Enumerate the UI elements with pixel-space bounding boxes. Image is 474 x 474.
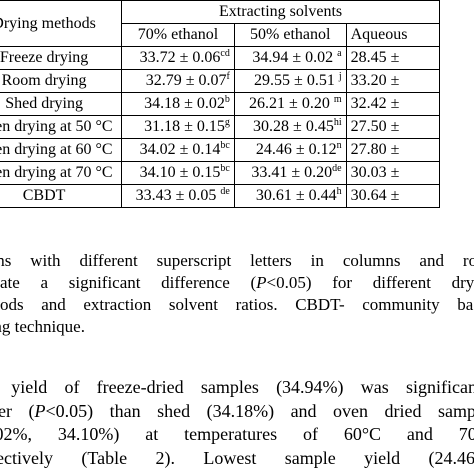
- value-aqueous-cell: 27.50 ±: [345, 115, 441, 139]
- value-70-cell: 33.72 ± 0.06cd: [121, 46, 235, 70]
- table-footnote: Means with different superscript letters…: [0, 250, 474, 338]
- footnote-line: drying technique.: [0, 317, 85, 336]
- value-50-cell: 30.61 ± 0.44h: [233, 184, 347, 208]
- header-50-ethanol: 50% ethanol: [233, 23, 347, 47]
- table-row: CBDT 33.43 ± 0.05 de 30.61 ± 0.44h 30.64…: [0, 184, 441, 208]
- paragraph-line: higher (P<0.05) than shed (34.18%) and o…: [0, 400, 474, 421]
- value-aqueous-cell: 30.03 ±: [345, 161, 441, 185]
- header-70-ethanol: 70% ethanol: [121, 23, 235, 47]
- value-70-cell: 34.10 ± 0.15bc: [121, 161, 235, 185]
- header-drying-methods: Drying methods: [0, 0, 123, 47]
- results-table: Drying methods Extracting solvents 70% e…: [0, 0, 441, 208]
- value-aqueous-cell: 30.64 ±: [345, 184, 441, 208]
- value-aqueous-cell: 27.80 ±: [345, 138, 441, 162]
- table-row: Room drying 32.79 ± 0.07f 29.55 ± 0.51 j…: [0, 69, 441, 93]
- value-aqueous-cell: 28.45 ±: [345, 46, 441, 70]
- table-row: Freeze drying 33.72 ± 0.06cd 34.94 ± 0.0…: [0, 46, 441, 70]
- value-50-cell: 29.55 ± 0.51 j: [233, 69, 347, 93]
- header-aqueous: Aqueous: [345, 23, 441, 47]
- table-row: Oven drying at 70 °C 34.10 ± 0.15bc 33.4…: [0, 161, 441, 185]
- footnote-line: indicate a significant difference (P<0.0…: [0, 273, 474, 292]
- value-50-cell: 30.28 ± 0.45hi: [233, 115, 347, 139]
- table-row: Shed drying 34.18 ± 0.02b 26.21 ± 0.20 m…: [0, 92, 441, 116]
- table-row: Oven drying at 50 °C 31.18 ± 0.15g 30.28…: [0, 115, 441, 139]
- table-row: Oven drying at 60 °C 34.02 ± 0.14bc 24.4…: [0, 138, 441, 162]
- method-cell: Oven drying at 60 °C: [0, 138, 123, 162]
- value-aqueous-cell: 32.42 ±: [345, 92, 441, 116]
- method-cell: Freeze drying: [0, 46, 123, 70]
- footnote-line: methods and extraction solvent ratios. C…: [0, 295, 474, 314]
- method-cell: Oven drying at 70 °C: [0, 161, 123, 185]
- value-70-cell: 34.02 ± 0.14bc: [121, 138, 235, 162]
- table-subheader-row: 70% ethanol 50% ethanol Aqueous: [0, 23, 441, 47]
- body-paragraph: The yield of freeze-dried samples (34.94…: [0, 376, 474, 470]
- table-header-row: Drying methods Extracting solvents: [0, 0, 440, 47]
- footnote-line: Means with different superscript letters…: [0, 251, 474, 270]
- method-cell: Room drying: [0, 69, 123, 93]
- value-70-cell: 32.79 ± 0.07f: [121, 69, 235, 93]
- value-70-cell: 31.18 ± 0.15g: [121, 115, 235, 139]
- value-50-cell: 26.21 ± 0.20 m: [233, 92, 347, 116]
- value-50-cell: 33.41 ± 0.20de: [233, 161, 347, 185]
- value-50-cell: 24.46 ± 0.12n: [233, 138, 347, 162]
- paragraph-line: respectively (Table 2). Lowest sample yi…: [0, 447, 474, 468]
- header-extracting-solvents: Extracting solvents: [121, 0, 440, 24]
- value-50-cell: 34.94 ± 0.02 a: [233, 46, 347, 70]
- value-aqueous-cell: 33.20 ±: [345, 69, 441, 93]
- method-cell: CBDT: [0, 184, 123, 208]
- paragraph-line: (34.02%, 34.10%) at temperatures of 60°C…: [0, 424, 474, 445]
- value-70-cell: 34.18 ± 0.02b: [121, 92, 235, 116]
- paragraph-line: The yield of freeze-dried samples (34.94…: [0, 377, 474, 397]
- method-cell: Oven drying at 50 °C: [0, 115, 123, 139]
- value-70-cell: 33.43 ± 0.05 de: [121, 184, 235, 208]
- method-cell: Shed drying: [0, 92, 123, 116]
